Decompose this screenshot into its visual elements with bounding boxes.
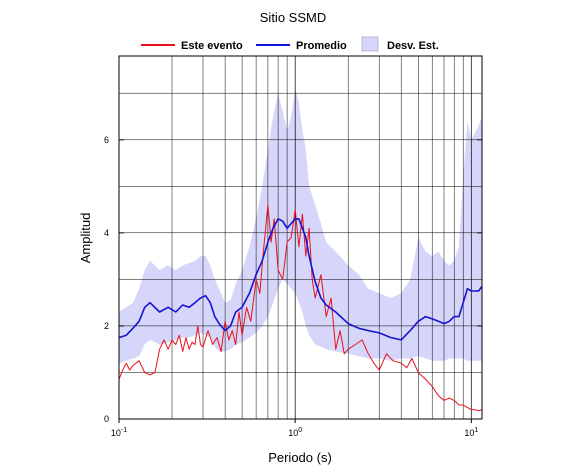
chart-title: Sitio SSMD — [260, 10, 326, 25]
legend-band-label: Desv. Est. — [387, 40, 439, 52]
x-tick-label: 101 — [464, 427, 478, 438]
std-band-layer — [119, 88, 482, 364]
legend-event-label: Este evento — [181, 40, 243, 52]
mean-series-line — [119, 218, 482, 341]
plot-area — [119, 56, 482, 419]
std-band — [119, 88, 482, 364]
series-layer — [119, 204, 482, 412]
x-tick-label: 10-1 — [111, 427, 127, 438]
y-tick-label: 6 — [104, 135, 109, 145]
event-series-line — [119, 204, 482, 412]
grid-layer — [119, 56, 482, 419]
y-axis-label: Amplitud — [78, 213, 93, 264]
plot-frame — [118, 55, 483, 420]
x-axis-label: Periodo (s) — [268, 450, 332, 465]
y-tick-label: 2 — [104, 321, 109, 331]
tick-layer: 0 2 4 6 10-1 100 101 — [104, 135, 482, 438]
x-tick-label: 100 — [288, 427, 302, 438]
legend: Este evento Promedio Desv. Est. — [141, 36, 439, 52]
y-tick-label: 4 — [104, 228, 109, 238]
y-tick-label: 0 — [104, 414, 109, 424]
legend-band-swatch — [361, 36, 379, 52]
legend-mean-label: Promedio — [296, 40, 347, 52]
